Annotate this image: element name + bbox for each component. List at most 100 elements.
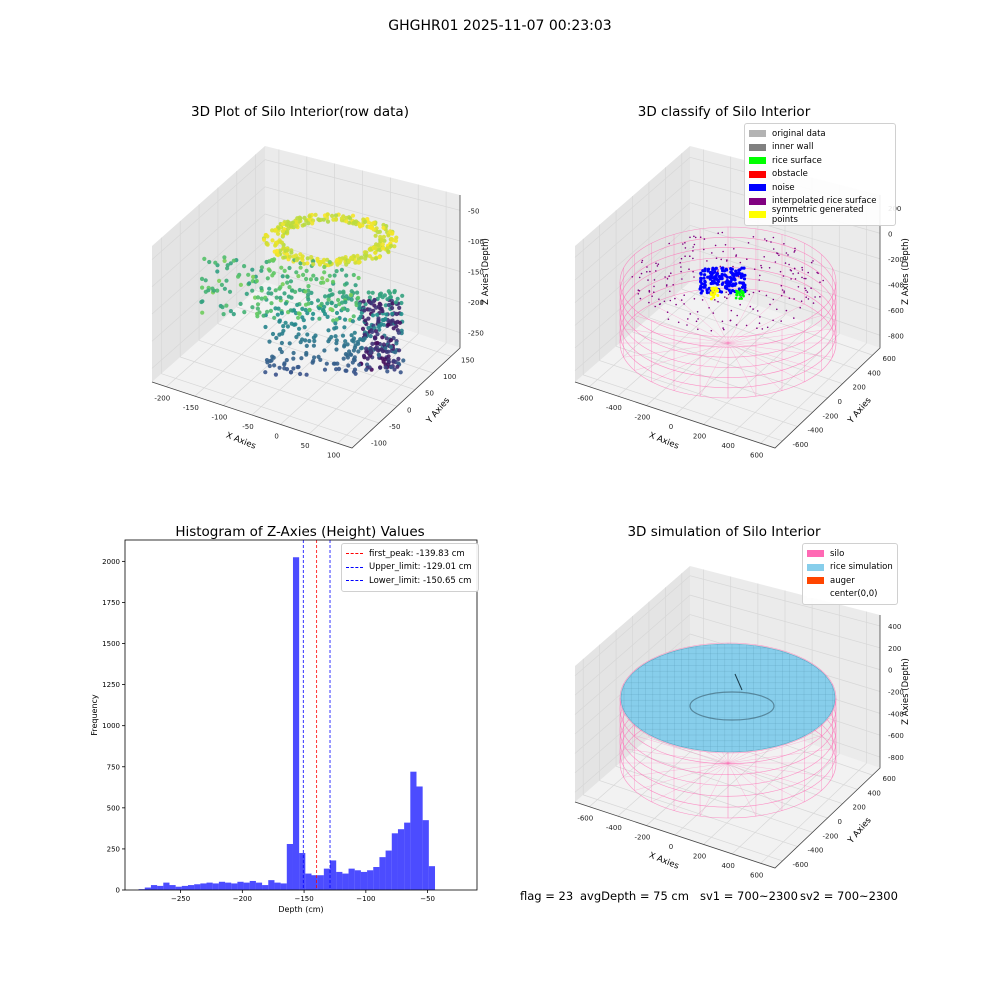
interpolated-point: [801, 276, 803, 279]
data-point: [282, 268, 287, 273]
data-point: [246, 272, 251, 277]
grid-line-y: [583, 374, 783, 442]
data-point: [307, 307, 312, 312]
interpolated-point: [769, 303, 771, 306]
data-point: [323, 294, 328, 299]
data-point: [279, 340, 284, 346]
plot-title-simulation: 3D simulation of Silo Interior: [627, 524, 821, 540]
legend-label: original data: [772, 128, 826, 139]
x-tick-label: −200: [233, 895, 252, 903]
interpolated-point: [648, 289, 651, 292]
grid-line-x: [251, 314, 363, 416]
interpolated-point: [680, 266, 682, 268]
data-point: [199, 276, 205, 281]
data-point: [370, 256, 375, 261]
data-point: [288, 370, 294, 375]
y-tick-label: -600: [793, 861, 809, 869]
interpolated-point: [692, 270, 694, 273]
z-tick-label: -800: [888, 754, 904, 762]
silo-floor-spoke: [623, 342, 729, 358]
data-point: [334, 341, 339, 346]
interpolated-point: [794, 247, 796, 250]
noise-point: [742, 277, 747, 281]
data-point: [349, 255, 354, 260]
data-point: [373, 250, 378, 255]
grid-line-y: [583, 794, 783, 862]
y-tick-label: 400: [868, 789, 881, 797]
interpolated-point: [759, 274, 761, 277]
legend-label: auger: [830, 575, 855, 586]
histogram-bar: [243, 882, 250, 890]
interpolated-point: [693, 276, 695, 278]
data-point: [349, 352, 354, 357]
data-point: [380, 335, 385, 340]
data-point: [377, 327, 382, 332]
data-point: [278, 285, 283, 290]
grid-line-z: [264, 186, 461, 242]
data-point: [376, 304, 381, 309]
data-point: [344, 262, 349, 267]
data-point: [316, 217, 321, 222]
interpolated-point: [780, 320, 782, 322]
footer-sv1: sv1 = 700~2300: [700, 889, 798, 903]
data-point: [294, 270, 299, 275]
x-tick-label: -400: [606, 824, 622, 832]
interpolated-point: [788, 297, 791, 300]
simulation-legend: silo rice simulation auger center(0,0): [802, 543, 898, 605]
interpolated-point: [646, 271, 648, 273]
interpolated-point: [714, 299, 716, 301]
legend-label: rice simulation: [830, 562, 893, 573]
silo-floor-spoke: [727, 315, 822, 344]
data-point: [207, 259, 212, 265]
footer-avg-depth: avgDepth = 75 cm: [580, 889, 689, 903]
x-tick-label: 400: [721, 862, 734, 870]
data-point: [334, 310, 340, 316]
data-point: [358, 346, 364, 351]
data-point: [371, 298, 377, 304]
x-tick-label: -200: [634, 834, 650, 842]
interpolated-point: [708, 307, 710, 309]
data-point: [391, 358, 396, 363]
silo-floor-spoke: [727, 762, 805, 803]
silo-floor-spoke: [634, 762, 729, 791]
data-point: [329, 292, 334, 297]
legend-swatch: [749, 197, 766, 205]
data-point: [282, 361, 287, 366]
data-point: [352, 355, 357, 360]
z-tick-label: -200: [888, 256, 904, 264]
data-point: [321, 308, 326, 313]
z-tick-label: -600: [888, 307, 904, 315]
interpolated-point: [649, 270, 651, 273]
plot-title-raw-data: 3D Plot of Silo Interior(row data): [191, 104, 409, 120]
histogram-bar: [311, 875, 318, 890]
data-point: [319, 301, 324, 306]
legend-swatch: [749, 211, 766, 219]
data-point: [369, 225, 374, 230]
y-tick-label: -50: [389, 423, 400, 431]
data-point: [326, 297, 331, 302]
data-point: [388, 295, 393, 300]
histogram-bar: [323, 868, 331, 890]
data-point: [299, 356, 304, 361]
data-point: [355, 339, 360, 344]
data-point: [386, 362, 391, 367]
data-point: [344, 219, 349, 224]
grid-line-y: [615, 345, 813, 413]
histogram-bar: [231, 883, 238, 890]
noise-point: [706, 269, 710, 273]
grid-line-z: [264, 240, 461, 303]
y-tick-label: -600: [793, 441, 809, 449]
data-point: [289, 250, 294, 255]
histogram-bar: [138, 889, 145, 890]
x-tick-label: -400: [606, 404, 622, 412]
data-point: [338, 258, 343, 263]
rice-surface-point: [735, 293, 738, 297]
z-tick-label: -200: [888, 689, 904, 697]
data-point: [261, 313, 266, 318]
data-point: [263, 295, 268, 300]
y-tick-label: -400: [808, 427, 824, 435]
grid-line-y: [648, 737, 843, 805]
interpolated-point: [799, 306, 801, 309]
interpolated-point: [812, 260, 814, 262]
data-point: [269, 301, 274, 306]
